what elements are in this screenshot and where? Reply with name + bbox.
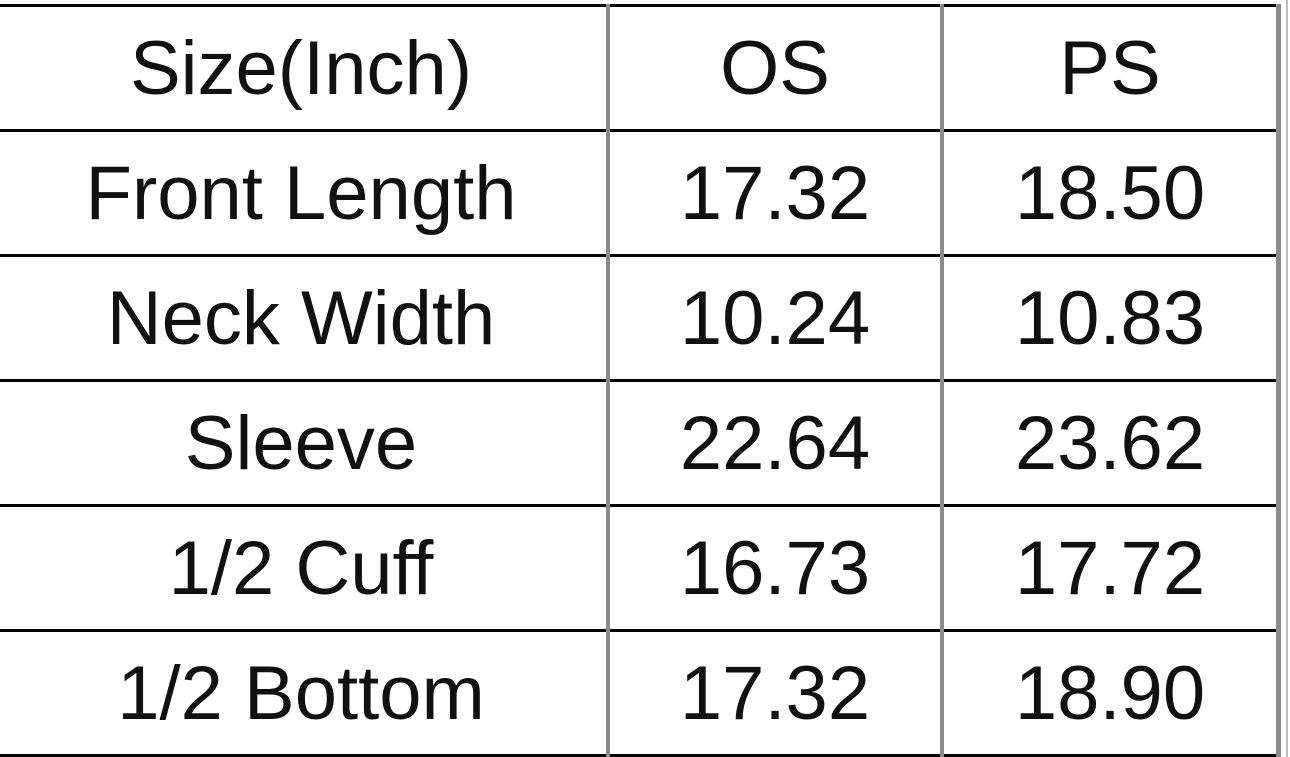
cell-ps: 18.50: [942, 129, 1281, 257]
right-edge-divider: [1286, 0, 1288, 757]
size-table: Size(Inch) OS PS Front Length 17.32 18.5…: [0, 4, 1281, 757]
cell-ps: 10.83: [942, 254, 1281, 382]
row-label: Neck Width: [0, 254, 610, 382]
row-label: 1/2 Cuff: [0, 504, 610, 632]
cell-os: 17.32: [608, 629, 944, 757]
table-row: Neck Width 10.24 10.83: [0, 254, 1281, 382]
cell-ps: 23.62: [942, 379, 1281, 507]
table-row: 1/2 Cuff 16.73 17.72: [0, 504, 1281, 632]
table-row: Sleeve 22.64 23.62: [0, 379, 1281, 507]
row-label: Sleeve: [0, 379, 610, 507]
cell-os: 17.32: [608, 129, 944, 257]
cell-ps: 18.90: [942, 629, 1281, 757]
cell-os: 22.64: [608, 379, 944, 507]
table-row: Front Length 17.32 18.50: [0, 129, 1281, 257]
cell-os: 10.24: [608, 254, 944, 382]
cell-ps: 17.72: [942, 504, 1281, 632]
cell-os: 16.73: [608, 504, 944, 632]
header-ps: PS: [942, 4, 1281, 132]
row-label: Front Length: [0, 129, 610, 257]
header-os: OS: [608, 4, 944, 132]
row-label: 1/2 Bottom: [0, 629, 610, 757]
table-row: 1/2 Bottom 17.32 18.90: [0, 629, 1281, 757]
header-size: Size(Inch): [0, 4, 610, 132]
header-row: Size(Inch) OS PS: [0, 4, 1281, 132]
